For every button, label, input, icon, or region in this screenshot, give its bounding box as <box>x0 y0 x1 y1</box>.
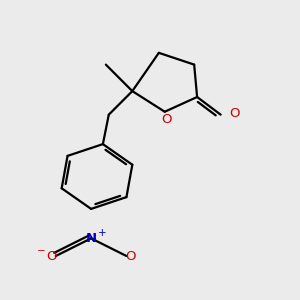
Text: O: O <box>126 250 136 262</box>
Text: O: O <box>46 250 57 262</box>
Text: −: − <box>37 246 45 256</box>
Text: O: O <box>230 107 240 120</box>
Text: +: + <box>98 228 106 238</box>
Text: O: O <box>161 112 171 126</box>
Text: N: N <box>85 232 97 245</box>
